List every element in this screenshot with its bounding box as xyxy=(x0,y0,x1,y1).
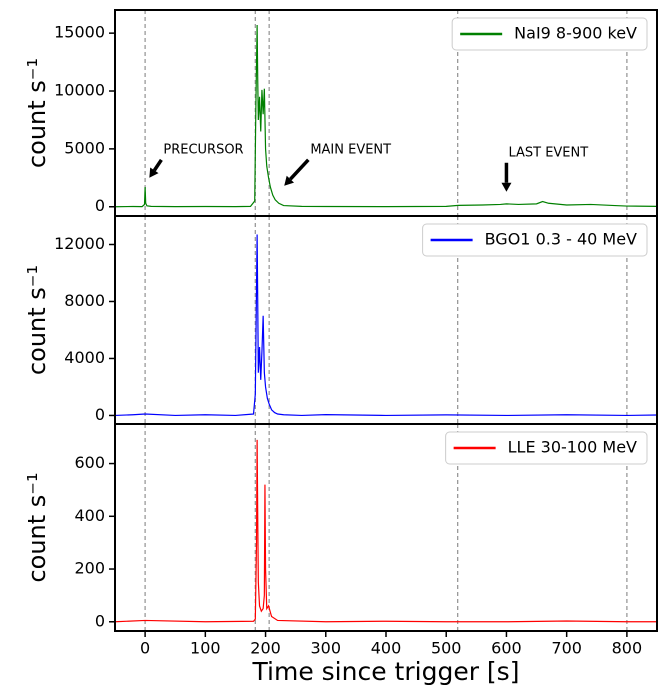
y-tick-label: 200 xyxy=(74,559,105,578)
y-tick-label: 12000 xyxy=(54,234,105,253)
legend-box xyxy=(451,17,648,51)
x-tick-label: 800 xyxy=(612,639,643,658)
y-tick-label: 600 xyxy=(74,453,105,472)
data-line xyxy=(115,25,657,208)
annotation-arrow-head xyxy=(149,167,159,178)
x-tick-label: 200 xyxy=(250,639,281,658)
x-tick-label: 400 xyxy=(371,639,402,658)
annotation-arrow-shaft xyxy=(152,158,163,172)
y-tick-label: 0 xyxy=(95,196,105,215)
legend-label: BGO1 0.3 - 40 MeV xyxy=(485,230,637,249)
x-tick-label: 0 xyxy=(140,639,150,658)
y-tick-label: 0 xyxy=(95,405,105,424)
y-axis-label: count s⁻¹ xyxy=(23,265,51,375)
legend-box xyxy=(422,223,648,257)
x-tick-label: 100 xyxy=(190,639,221,658)
legend-label: LLE 30-100 MeV xyxy=(508,438,637,457)
annotation-text: MAIN EVENT xyxy=(310,142,391,157)
y-tick-label: 10000 xyxy=(54,81,105,100)
y-tick-label: 0 xyxy=(95,611,105,630)
x-tick-label: 300 xyxy=(311,639,342,658)
legend: LLE 30-100 MeV xyxy=(445,431,648,465)
y-tick-label: 5000 xyxy=(64,138,105,157)
annotation-text: PRECURSOR xyxy=(163,142,243,157)
x-tick-label: 600 xyxy=(491,639,522,658)
annotation-arrow-shaft xyxy=(289,158,310,181)
annotation-arrow-head xyxy=(501,182,512,192)
x-axis-label: Time since trigger [s] xyxy=(252,657,520,686)
data-line xyxy=(115,234,657,417)
legend-label: NaI9 8-900 keV xyxy=(514,24,637,43)
y-axis-label: count s⁻¹ xyxy=(23,472,51,582)
y-tick-label: 8000 xyxy=(64,291,105,310)
x-tick-label: 700 xyxy=(551,639,582,658)
legend: BGO1 0.3 - 40 MeV xyxy=(422,223,648,257)
x-tick-label: 500 xyxy=(431,639,462,658)
data-line xyxy=(115,439,657,623)
plot-frame xyxy=(114,423,658,632)
legend: NaI9 8-900 keV xyxy=(451,17,648,51)
annotation-text: LAST EVENT xyxy=(508,145,588,160)
y-tick-label: 4000 xyxy=(64,348,105,367)
y-tick-label: 400 xyxy=(74,506,105,525)
annotation-arrow-head xyxy=(284,175,295,186)
y-tick-label: 15000 xyxy=(54,23,105,42)
y-axis-label: count s⁻¹ xyxy=(23,58,51,168)
legend-box xyxy=(445,431,648,465)
